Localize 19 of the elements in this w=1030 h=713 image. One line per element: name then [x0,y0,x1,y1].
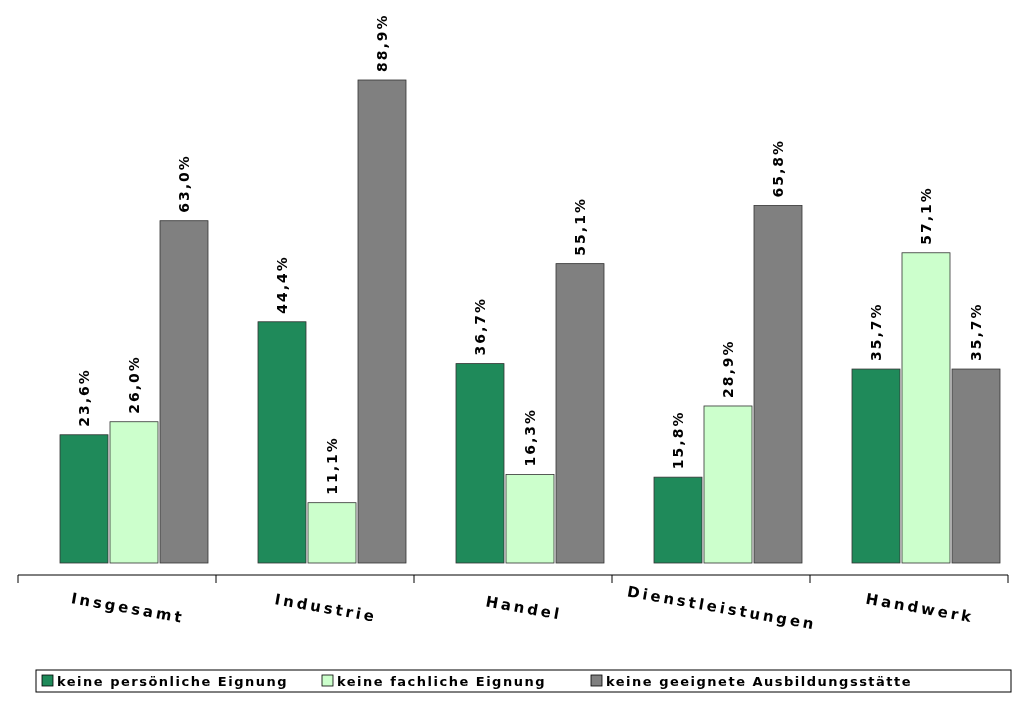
data-label: 55,1% [572,197,588,256]
legend-label: keine geeignete Ausbildungsstätte [606,674,913,689]
data-label: 26,0% [126,355,142,414]
data-label: 28,9% [720,339,736,398]
data-label: 36,7% [472,297,488,356]
data-label: 88,9% [374,13,390,72]
data-label: 11,1% [324,436,340,495]
data-label: 65,8% [770,138,786,198]
data-label: 35,7% [968,302,984,362]
data-label: 57,1% [918,186,934,245]
x-tick-label: Handel [484,592,564,624]
legend-label: keine fachliche Eignung [337,674,546,689]
data-label: 44,4% [274,255,290,314]
data-label: 35,7% [868,302,884,362]
data-label: 15,8% [670,410,686,470]
data-label: 63,0% [176,154,192,213]
data-label: 23,6% [76,368,92,427]
data-label: 16,3% [522,407,538,467]
legend-label: keine persönliche Eignung [57,674,289,689]
